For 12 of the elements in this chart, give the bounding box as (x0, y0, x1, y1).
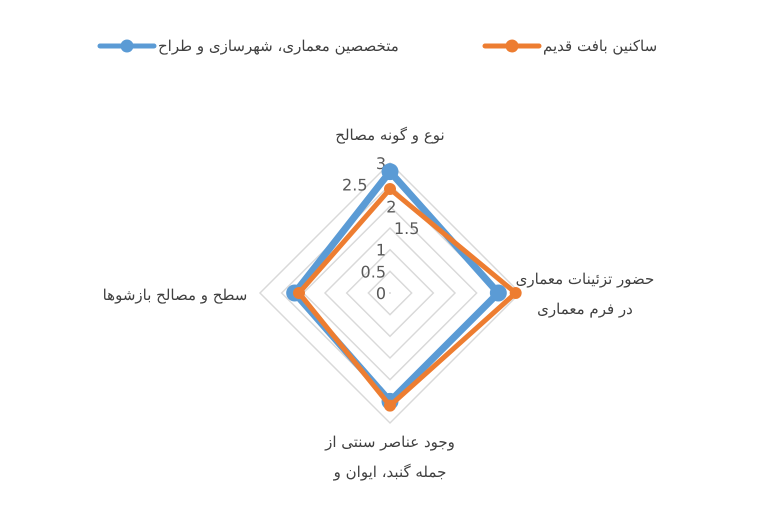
y-tick-label: 0 (376, 284, 386, 303)
y-tick-label: 2.5 (342, 176, 368, 195)
legend-label: ساکنین بافت قدیم (543, 37, 658, 55)
spoke-label: وجود عناصر سنتی از جمله گنبد، ایوان و (324, 433, 455, 481)
spoke-label: سطح و مصالح بازشوها (102, 286, 248, 304)
y-tick-label: 1 (376, 240, 386, 260)
y-tick-label: 1.5 (394, 219, 420, 238)
spoke-label: حضور تزئینات معماری در فرم معماری (516, 270, 654, 318)
y-tick-label: 2 (386, 197, 396, 216)
legend-label: متخصصین معماری، شهرسازی و طراح (158, 37, 399, 55)
y-tick-label: 0.5 (360, 262, 386, 282)
spoke-label: نوع و گونه مصالح (335, 126, 445, 144)
